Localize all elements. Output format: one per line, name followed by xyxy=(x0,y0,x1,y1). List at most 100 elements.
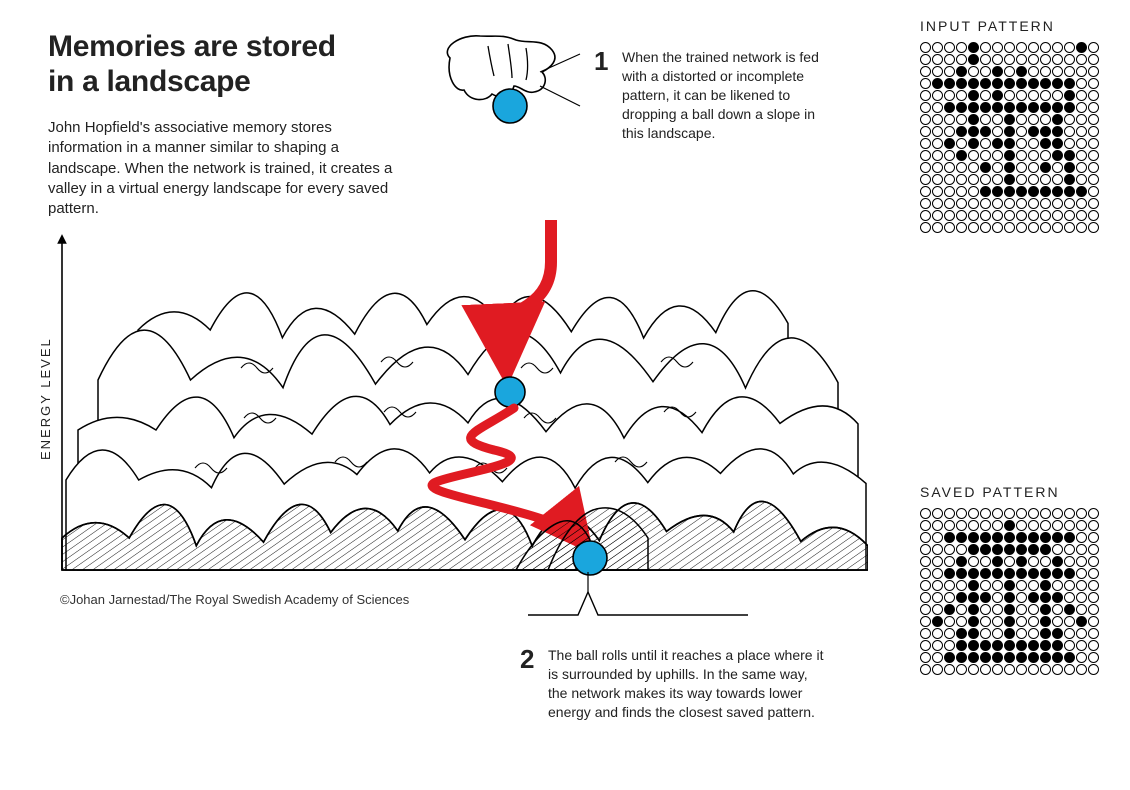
pattern-cell xyxy=(1088,508,1099,519)
pattern-cell xyxy=(944,54,955,65)
pattern-cell xyxy=(1004,198,1015,209)
pattern-cell xyxy=(1052,66,1063,77)
pattern-cell xyxy=(1076,652,1087,663)
pattern-cell xyxy=(944,556,955,567)
pattern-cell xyxy=(1076,198,1087,209)
pattern-cell xyxy=(956,568,967,579)
pattern-cell xyxy=(980,210,991,221)
pattern-cell xyxy=(1040,138,1051,149)
pattern-cell xyxy=(932,556,943,567)
pattern-cell xyxy=(1088,568,1099,579)
pattern-cell xyxy=(944,198,955,209)
pattern-cell xyxy=(992,568,1003,579)
pattern-cell xyxy=(932,532,943,543)
pattern-cell xyxy=(1076,532,1087,543)
pattern-cell xyxy=(1064,616,1075,627)
pattern-cell xyxy=(920,580,931,591)
pattern-cell xyxy=(1028,508,1039,519)
pattern-cell xyxy=(956,210,967,221)
pattern-cell xyxy=(1028,78,1039,89)
pattern-cell xyxy=(1028,544,1039,555)
pattern-cell xyxy=(1016,556,1027,567)
pattern-cell xyxy=(944,592,955,603)
pattern-cell xyxy=(944,222,955,233)
pattern-cell xyxy=(1076,222,1087,233)
pattern-cell xyxy=(1076,628,1087,639)
pattern-cell xyxy=(1088,126,1099,137)
pattern-cell xyxy=(932,580,943,591)
pattern-cell xyxy=(1040,114,1051,125)
pattern-cell xyxy=(1028,174,1039,185)
pattern-cell xyxy=(968,102,979,113)
pattern-cell xyxy=(1052,604,1063,615)
pattern-cell xyxy=(1028,126,1039,137)
pattern-cell xyxy=(1040,210,1051,221)
pattern-cell xyxy=(1004,580,1015,591)
pattern-cell xyxy=(944,90,955,101)
pattern-cell xyxy=(956,102,967,113)
pattern-cell xyxy=(992,66,1003,77)
pattern-cell xyxy=(1040,544,1051,555)
pattern-cell xyxy=(920,174,931,185)
pattern-cell xyxy=(1076,580,1087,591)
pattern-cell xyxy=(992,532,1003,543)
pattern-cell xyxy=(956,54,967,65)
pattern-cell xyxy=(1052,544,1063,555)
pattern-cell xyxy=(1076,114,1087,125)
pattern-cell xyxy=(1040,568,1051,579)
pattern-cell xyxy=(920,42,931,53)
pattern-cell xyxy=(992,78,1003,89)
pattern-cell xyxy=(1052,162,1063,173)
pattern-cell xyxy=(956,126,967,137)
input-pattern-label: INPUT PATTERN xyxy=(920,18,1055,34)
step-2-text: The ball rolls until it reaches a place … xyxy=(548,647,823,720)
pattern-cell xyxy=(932,568,943,579)
hand-dropping-ball-icon xyxy=(430,28,590,138)
pattern-cell xyxy=(1076,90,1087,101)
pattern-cell xyxy=(1040,126,1051,137)
step-2-number: 2 xyxy=(520,642,534,677)
pattern-cell xyxy=(956,90,967,101)
pattern-cell xyxy=(1052,138,1063,149)
pattern-cell xyxy=(956,78,967,89)
pattern-cell xyxy=(956,556,967,567)
pattern-cell xyxy=(1052,532,1063,543)
pattern-cell xyxy=(956,150,967,161)
pattern-cell xyxy=(944,580,955,591)
pattern-cell xyxy=(1028,568,1039,579)
pattern-cell xyxy=(1004,54,1015,65)
pattern-cell xyxy=(932,604,943,615)
pattern-cell xyxy=(956,652,967,663)
pattern-cell xyxy=(956,162,967,173)
pattern-cell xyxy=(1064,138,1075,149)
pattern-cell xyxy=(992,126,1003,137)
pattern-cell xyxy=(1016,138,1027,149)
pattern-cell xyxy=(1040,580,1051,591)
pattern-cell xyxy=(1076,520,1087,531)
pattern-cell xyxy=(932,652,943,663)
pattern-cell xyxy=(920,126,931,137)
pattern-cell xyxy=(932,162,943,173)
pattern-cell xyxy=(920,652,931,663)
pattern-cell xyxy=(1016,568,1027,579)
pattern-cell xyxy=(1088,54,1099,65)
pattern-cell xyxy=(980,640,991,651)
pattern-cell xyxy=(920,198,931,209)
pattern-cell xyxy=(1064,568,1075,579)
pattern-cell xyxy=(968,604,979,615)
pattern-cell xyxy=(1016,592,1027,603)
step-1-number: 1 xyxy=(594,44,608,79)
pattern-cell xyxy=(1028,54,1039,65)
pattern-cell xyxy=(944,664,955,675)
pattern-cell xyxy=(980,568,991,579)
pattern-cell xyxy=(980,198,991,209)
pattern-cell xyxy=(1064,210,1075,221)
step-2: 2 The ball rolls until it reaches a plac… xyxy=(548,646,828,722)
pattern-cell xyxy=(1040,222,1051,233)
pattern-cell xyxy=(1064,54,1075,65)
pattern-cell xyxy=(992,114,1003,125)
pattern-cell xyxy=(1064,186,1075,197)
pattern-cell xyxy=(944,628,955,639)
step-1-text: When the trained network is fed with a d… xyxy=(622,49,819,141)
pattern-cell xyxy=(968,162,979,173)
